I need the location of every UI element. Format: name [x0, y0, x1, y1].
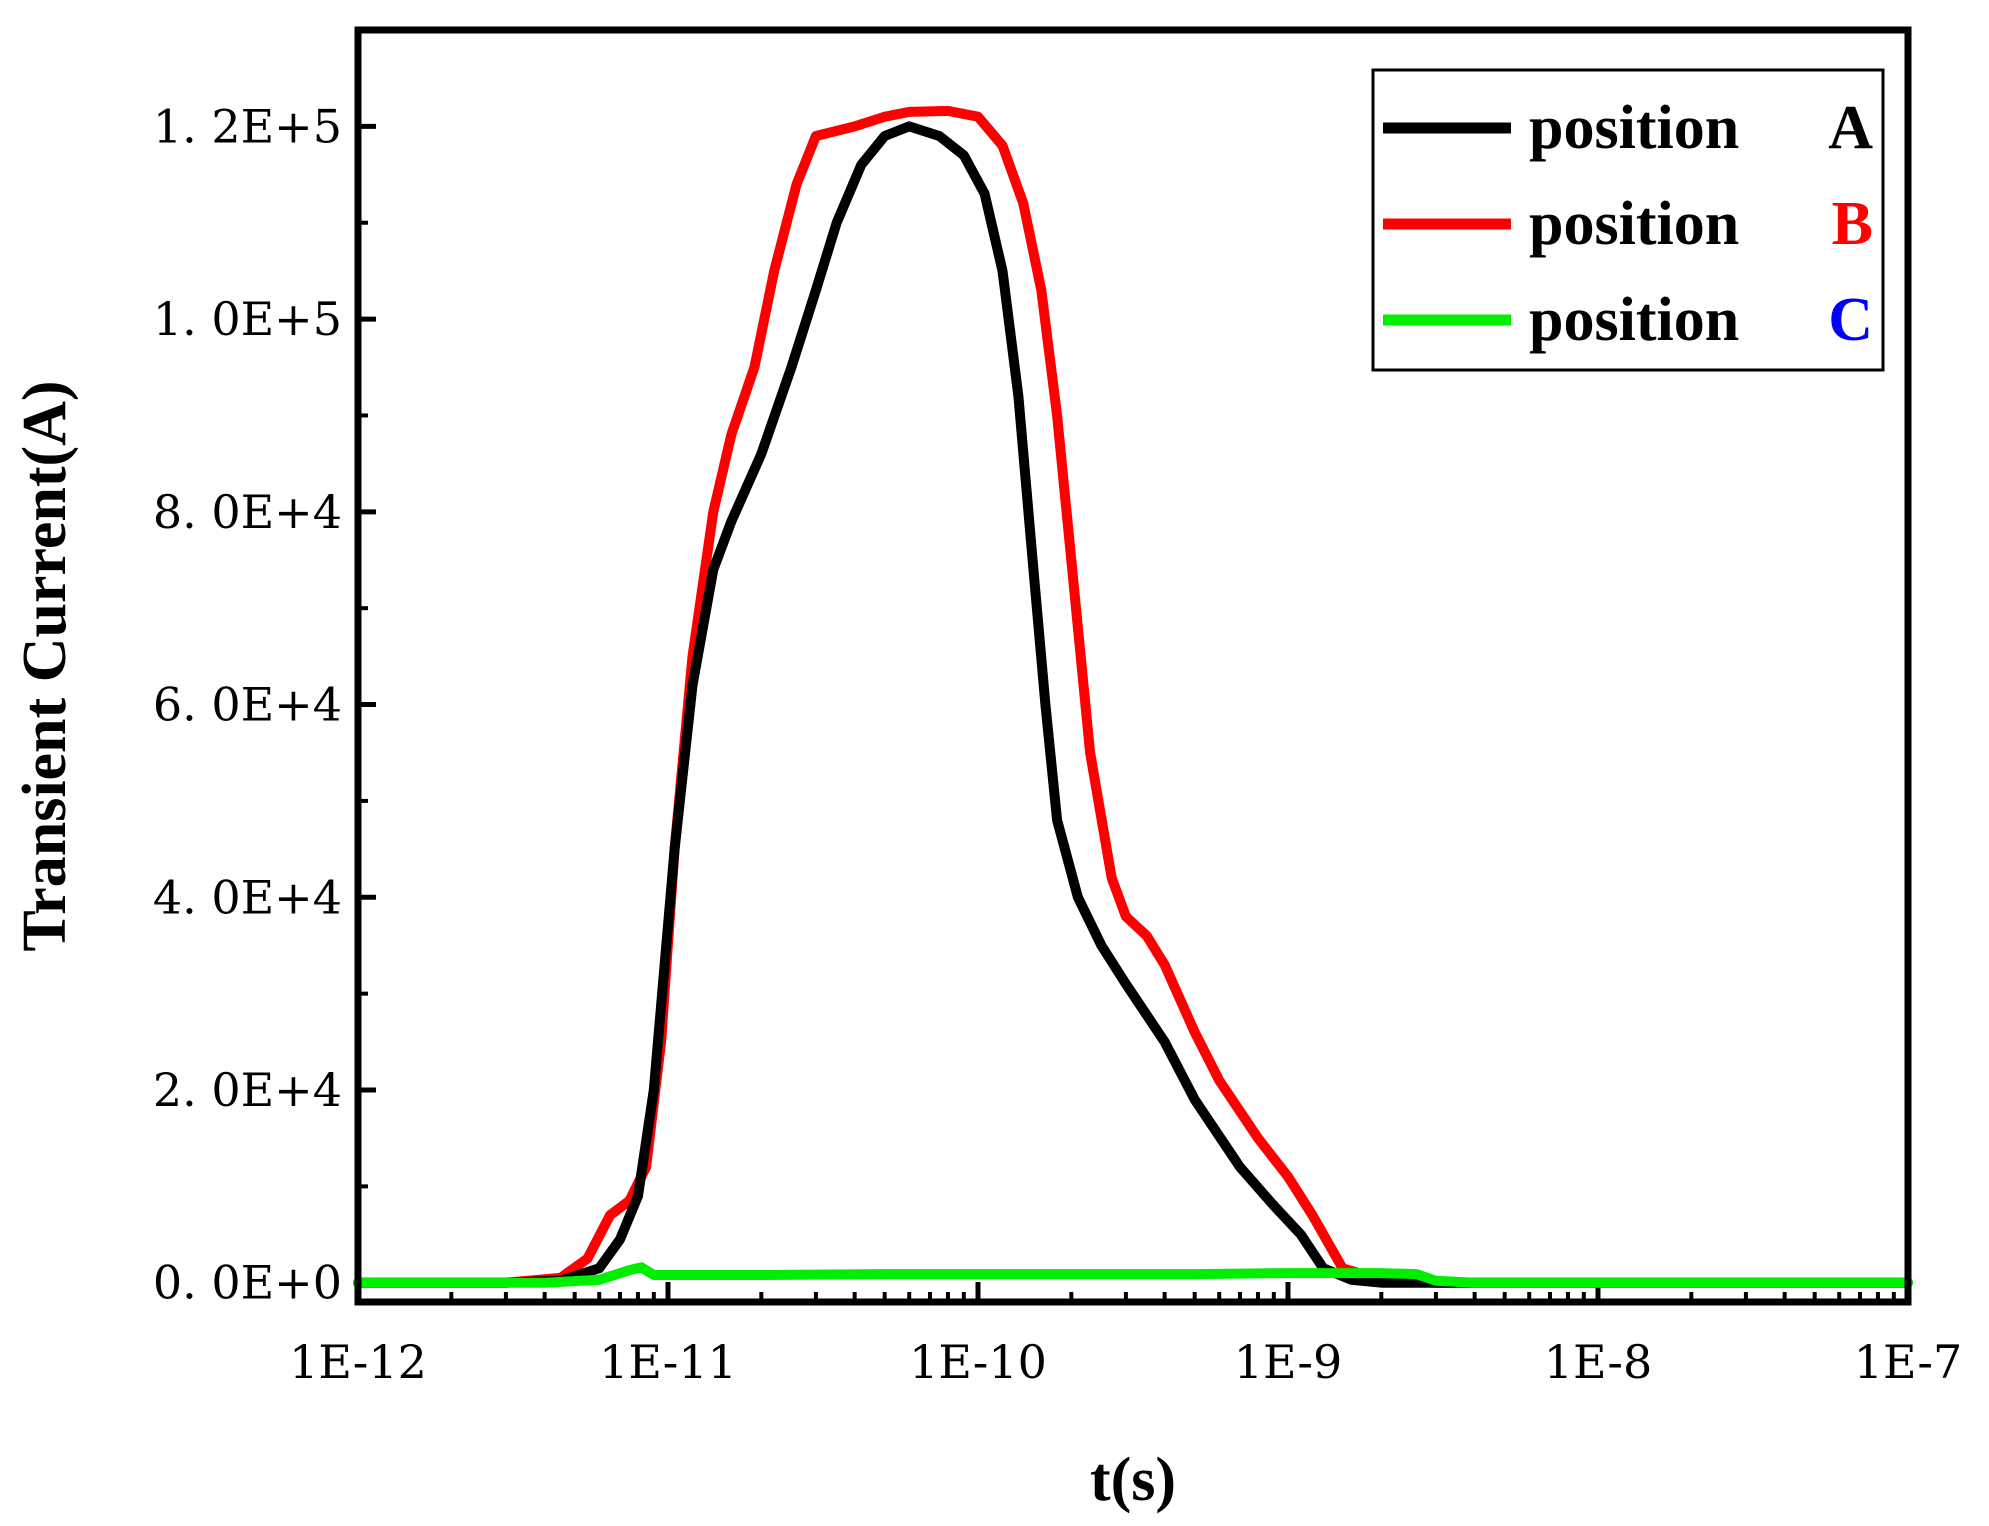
y-tick-label: 6. 0E+4 [153, 678, 342, 732]
legend-label: position [1529, 286, 1739, 354]
legend-tag: B [1832, 190, 1873, 258]
y-tick-label: 1. 0E+5 [153, 292, 342, 346]
y-tick-label: 1. 2E+5 [153, 99, 342, 153]
y-tick-label: 8. 0E+4 [153, 485, 342, 539]
y-axis-title: Transient Current(A) [11, 380, 79, 951]
legend-tag: C [1828, 286, 1873, 354]
x-tick-label: 1E-8 [1544, 1335, 1653, 1389]
x-tick-label: 1E-10 [909, 1335, 1047, 1389]
series-line-c [353, 1262, 1913, 1288]
legend-label: position [1529, 190, 1739, 258]
x-axis-title: t(s) [1090, 1446, 1176, 1514]
legend-label: position [1529, 94, 1739, 162]
y-axis-ticks: 0. 0E+0 2. 0E+4 4. 0E+4 6. 0E+4 8. 0E+4 1. 0E… [153, 28, 376, 1310]
y-tick-label: 0. 0E+0 [153, 1256, 342, 1310]
plot-frame [354, 26, 1912, 1306]
x-tick-label: 1E-11 [599, 1335, 737, 1389]
x-tick-label: 1E-12 [289, 1335, 427, 1389]
x-axis-ticks: 1E-12 1E-11 1E-10 1E-9 1E-8 1E-7 [289, 1282, 1962, 1389]
x-tick-label: 1E-9 [1234, 1335, 1343, 1389]
legend-tag: A [1828, 94, 1873, 162]
y-tick-label: 2. 0E+4 [153, 1063, 342, 1117]
y-tick-label: 4. 0E+4 [153, 870, 342, 924]
series-line-a [353, 121, 1913, 1288]
series-layer [353, 105, 1913, 1288]
x-tick-label: 1E-7 [1854, 1335, 1963, 1389]
